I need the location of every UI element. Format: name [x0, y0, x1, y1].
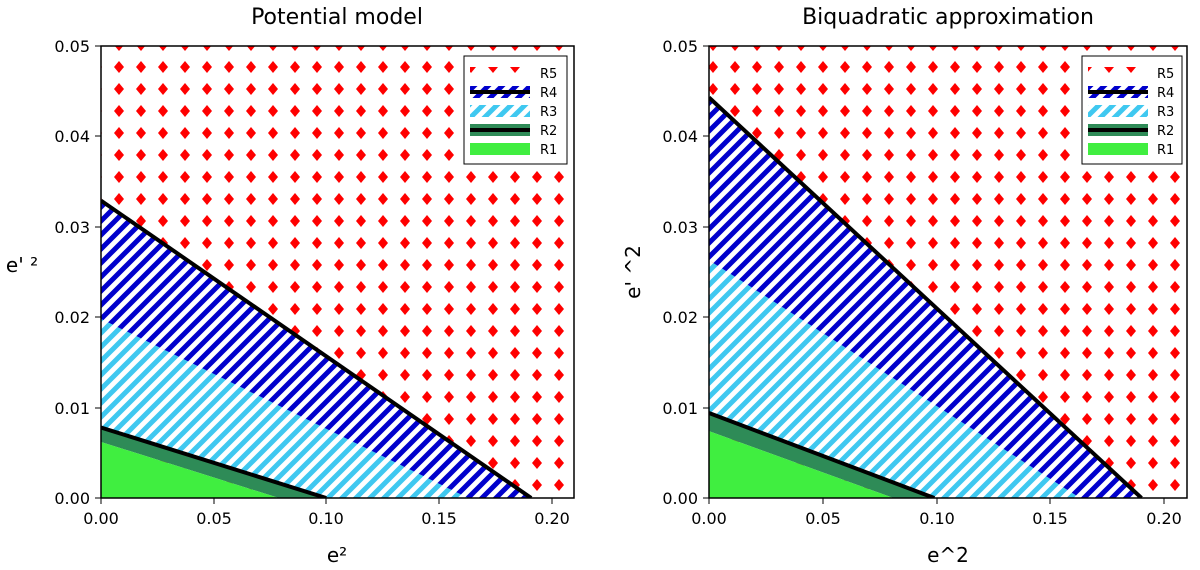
legend-swatch-r3 — [1088, 105, 1148, 117]
legend-swatch-r5 — [1088, 67, 1148, 79]
chart-title: Biquadratic approximation — [802, 5, 1094, 30]
boundary-line-r4 — [101, 198, 533, 498]
y-tick-label: 0.05 — [662, 37, 698, 56]
y-tick-label: 0.00 — [662, 489, 698, 508]
y-axis-label: e' ^2 — [621, 245, 645, 299]
boundary-line-r2 — [101, 425, 327, 498]
y-tick-label: 0.05 — [54, 37, 90, 56]
region-r3 — [709, 260, 1080, 498]
x-tick-label: 0.00 — [83, 509, 119, 528]
x-axis: 0.00 0.05 0.10 0.15 0.20 e^2 — [691, 498, 1182, 567]
boundary-line-r2 — [709, 411, 936, 498]
legend-label-r2: R2 — [1157, 124, 1174, 139]
x-tick-label: 0.10 — [308, 509, 344, 528]
legend-swatch-r3 — [470, 105, 530, 117]
legend-label-r4: R4 — [540, 86, 557, 101]
x-tick-label: 0.05 — [196, 509, 232, 528]
y-tick-label: 0.00 — [54, 489, 90, 508]
x-tick-label: 0.15 — [421, 509, 457, 528]
x-tick-label: 0.00 — [691, 509, 727, 528]
x-axis-label: e² — [327, 543, 347, 567]
y-tick-label: 0.03 — [662, 218, 698, 237]
chart-panel-biquadratic-approximation: Biquadratic approximation 0.00 0.05 0.10… — [621, 5, 1188, 567]
y-axis: 0.00 0.01 0.02 0.03 0.04 0.05 e' ^2 — [621, 37, 709, 508]
legend-swatch-r5 — [470, 67, 530, 79]
y-axis-label: e' ² — [6, 253, 38, 277]
legend-label-r4: R4 — [1157, 86, 1174, 101]
y-tick-label: 0.04 — [662, 127, 698, 146]
legend: R5 R4 R3 R2 R1 — [1081, 55, 1183, 165]
legend-label-r3: R3 — [540, 105, 557, 120]
legend-label-r1: R1 — [540, 143, 557, 158]
y-axis: 0.00 0.01 0.02 0.03 0.04 0.05 e' ² — [6, 37, 101, 508]
x-tick-label: 0.20 — [1146, 509, 1182, 528]
chart-panel-potential-model: Potential model 0.00 0.05 0.10 0.15 0.20… — [6, 5, 575, 567]
y-tick-label: 0.01 — [54, 399, 90, 418]
region-r3 — [101, 319, 469, 498]
chart-title: Potential model — [251, 5, 423, 30]
y-tick-label: 0.01 — [662, 399, 698, 418]
legend: R5 R4 R3 R2 R1 — [463, 55, 568, 165]
legend-label-r1: R1 — [1157, 143, 1174, 158]
legend-label-r5: R5 — [540, 67, 557, 82]
y-tick-label: 0.04 — [54, 127, 90, 146]
y-tick-label: 0.03 — [54, 218, 90, 237]
x-tick-label: 0.15 — [1032, 509, 1068, 528]
x-tick-label: 0.10 — [919, 509, 955, 528]
legend-label-r2: R2 — [540, 124, 557, 139]
region-r1 — [101, 442, 279, 498]
legend-label-r5: R5 — [1157, 67, 1174, 82]
boundary-line-r4 — [709, 96, 1143, 498]
x-tick-label: 0.20 — [534, 509, 570, 528]
legend-swatch-r1 — [470, 143, 530, 155]
x-axis-label: e^2 — [927, 543, 969, 567]
legend-swatch-r1 — [1088, 143, 1148, 155]
x-tick-label: 0.05 — [805, 509, 841, 528]
y-tick-label: 0.02 — [54, 308, 90, 327]
y-tick-label: 0.02 — [662, 308, 698, 327]
plot-frame — [100, 45, 575, 499]
region-r1 — [709, 431, 894, 498]
x-axis: 0.00 0.05 0.10 0.15 0.20 e² — [83, 498, 570, 567]
plot-frame — [708, 45, 1188, 499]
legend-label-r3: R3 — [1157, 105, 1174, 120]
